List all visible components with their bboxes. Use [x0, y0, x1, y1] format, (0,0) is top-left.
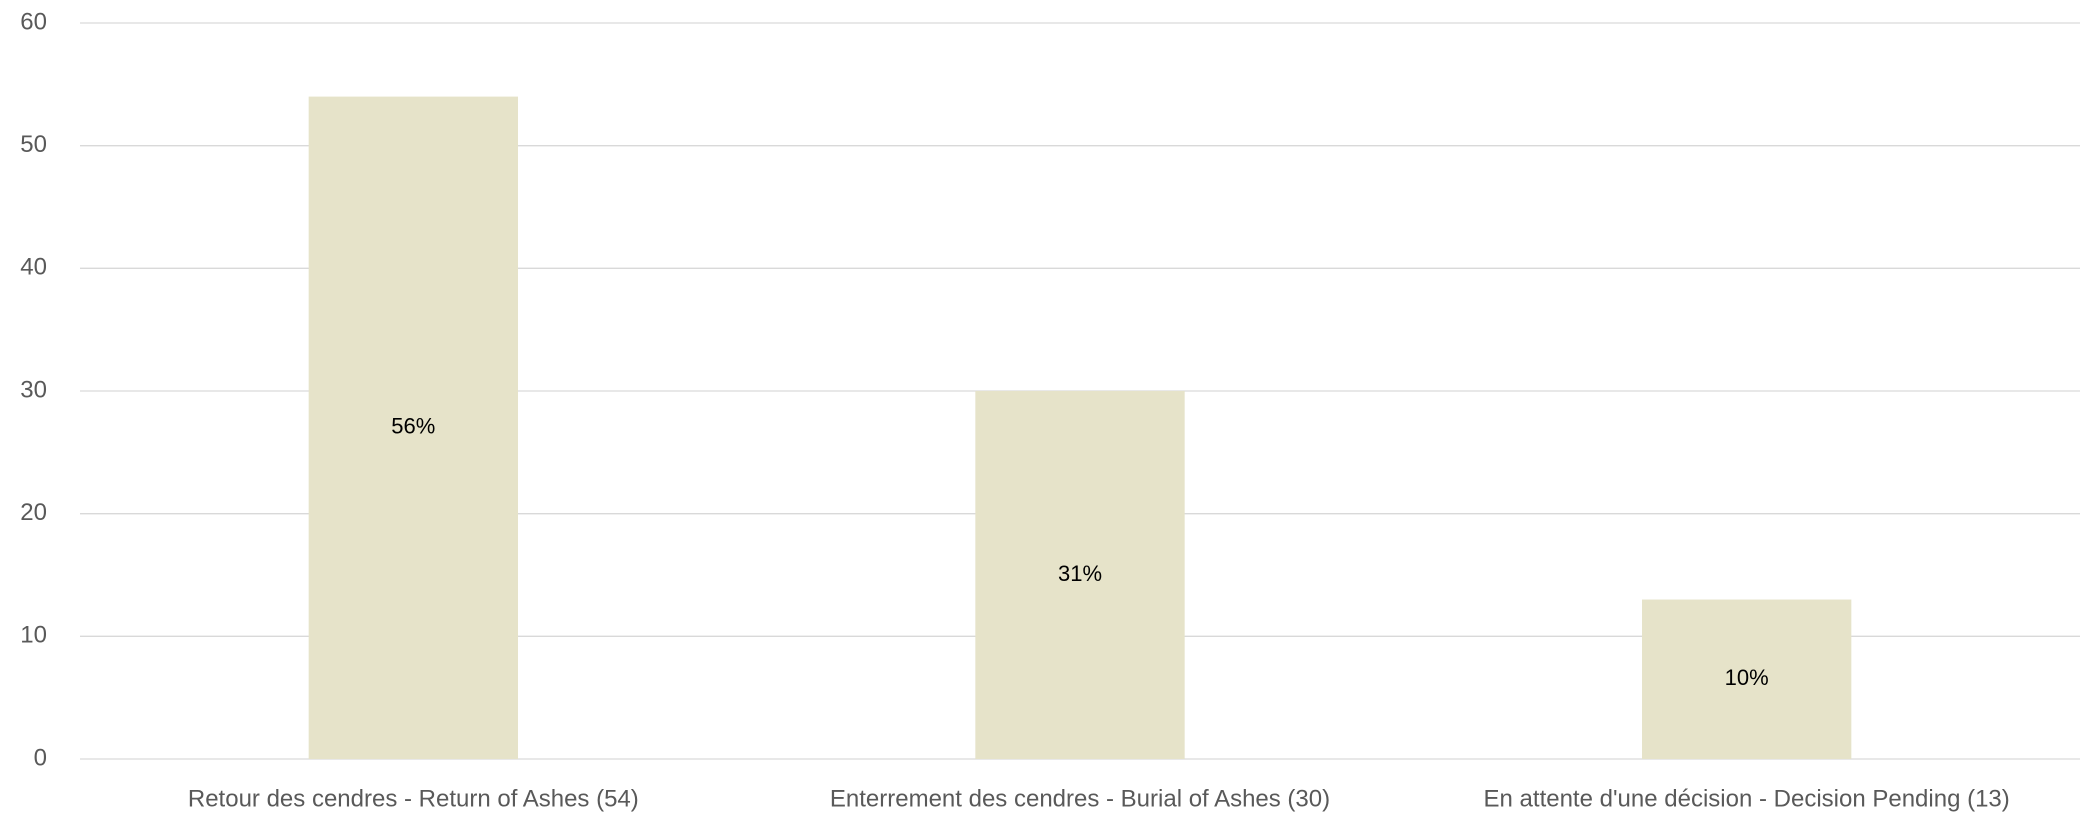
bar-annotation: 31% [1058, 561, 1102, 586]
x-tick-label: Retour des cendres - Return of Ashes (54… [188, 785, 639, 812]
bar [1642, 599, 1852, 759]
y-tick-label: 50 [20, 131, 47, 158]
y-tick-label: 40 [20, 254, 47, 281]
y-tick-label: 60 [20, 8, 47, 35]
y-tick-label: 10 [20, 622, 47, 649]
bar-annotation: 10% [1725, 665, 1769, 690]
y-tick-label: 0 [34, 744, 47, 771]
x-tick-label: En attente d'une décision - Decision Pen… [1484, 785, 2010, 812]
bar [308, 96, 518, 760]
y-tick-label: 20 [20, 499, 47, 526]
y-tick-label: 30 [20, 376, 47, 403]
x-tick-label: Enterrement des cendres - Burial of Ashe… [830, 785, 1330, 812]
bar-annotation: 56% [391, 414, 435, 439]
bar [975, 391, 1185, 759]
